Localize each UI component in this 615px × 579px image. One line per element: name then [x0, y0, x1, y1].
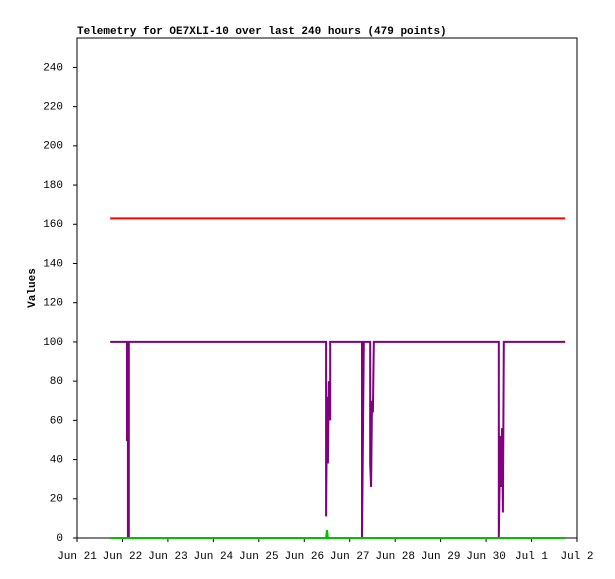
y-tick-label: 20: [50, 494, 63, 506]
x-tick-label: Jun 24: [194, 551, 234, 563]
series-line: [110, 340, 566, 539]
y-tick-label: 80: [50, 376, 63, 388]
y-tick-label: 100: [43, 337, 63, 349]
y-tick-label: 200: [43, 141, 63, 153]
x-tick-label: Jun 22: [103, 551, 143, 563]
x-tick-label: Jun 21: [57, 551, 97, 563]
y-tick-label: 180: [43, 180, 63, 192]
x-tick-label: Jun 25: [239, 551, 279, 563]
x-tick-label: Jun 28: [375, 551, 415, 563]
x-tick-label: Jun 27: [330, 551, 370, 563]
x-tick-label: Jun 29: [421, 551, 461, 563]
y-tick-label: 120: [43, 298, 63, 310]
y-tick-label: 140: [43, 258, 63, 270]
x-tick-label: Jun 26: [284, 551, 324, 563]
x-tick-label: Jul 2: [560, 551, 593, 563]
y-tick-label: 160: [43, 219, 63, 231]
x-tick-label: Jul 1: [515, 551, 548, 563]
series-line: [110, 530, 566, 539]
y-tick-label: 220: [43, 102, 63, 114]
y-tick-label: 240: [43, 62, 63, 74]
y-tick-label: 0: [56, 533, 63, 545]
x-tick-label: Jun 23: [148, 551, 188, 563]
y-tick-label: 60: [50, 415, 63, 427]
chart-title: Telemetry for OE7XLI-10 over last 240 ho…: [77, 26, 447, 38]
y-tick-label: 40: [50, 454, 63, 466]
x-tick-label: Jun 30: [466, 551, 506, 563]
y-axis-label: Values: [27, 268, 39, 308]
